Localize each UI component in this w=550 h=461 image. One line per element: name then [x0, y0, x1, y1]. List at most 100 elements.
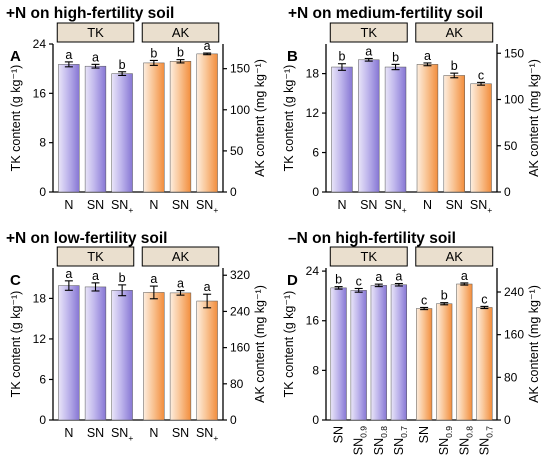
left-tick-label: 18	[33, 291, 47, 305]
bar-ak	[196, 300, 218, 421]
left-axis-label: TK content (g kg⁻¹)	[9, 65, 23, 172]
group-header-label: TK	[87, 249, 104, 264]
group-header-box	[329, 22, 408, 43]
significance-letter: a	[365, 44, 372, 58]
bar-ak	[416, 64, 439, 193]
significance-letter: c	[481, 292, 487, 306]
significance-letter: b	[119, 58, 126, 72]
category-label-main: SN	[87, 426, 104, 440]
left-tick-label: 24	[33, 37, 47, 51]
right-axis-label: AK content (mg kg⁻¹)	[527, 59, 541, 177]
category-label-main: SN	[384, 198, 401, 212]
category-label: SN+	[111, 198, 133, 215]
category-label-main: N	[337, 198, 346, 212]
category-label-main: N	[423, 198, 432, 212]
bar-ak	[436, 303, 453, 421]
significance-letter: a	[65, 267, 72, 281]
panel-letter: C	[10, 272, 21, 289]
left-tick-label: 0	[312, 185, 319, 199]
panel-letter: D	[287, 272, 298, 289]
significance-letter: b	[119, 271, 126, 285]
category-label: SN+	[470, 198, 492, 215]
bar-tk	[358, 59, 380, 193]
category-label: SN	[87, 198, 104, 212]
category-label-sub: 0.7	[484, 426, 494, 438]
significance-letter: b	[335, 273, 342, 287]
right-tick-label: 50	[230, 144, 244, 158]
bar-ak	[476, 307, 493, 421]
category-label: N	[149, 198, 158, 212]
category-label: N	[337, 198, 346, 212]
category-label-sub: 0.8	[464, 426, 474, 438]
significance-letter: a	[395, 270, 402, 284]
category-label: SN0.7	[392, 426, 409, 455]
significance-letter: a	[204, 280, 211, 294]
significance-letter: b	[338, 50, 345, 64]
right-tick-label: 320	[230, 268, 250, 282]
right-tick-label: 80	[504, 370, 518, 384]
right-axis-label: AK content (mg kg⁻¹)	[253, 59, 267, 177]
category-label-main: SN	[352, 438, 366, 455]
category-label-main: SN	[457, 438, 471, 455]
left-tick-label: 0	[39, 185, 46, 199]
bar-ak	[443, 75, 465, 193]
category-label: SN	[446, 198, 463, 212]
right-tick-label: 240	[230, 304, 250, 318]
left-tick-label: 24	[306, 264, 320, 278]
category-label-sub: +	[128, 433, 133, 443]
category-label-main: SN	[446, 198, 463, 212]
category-label-main: N	[149, 426, 158, 440]
bar-ak	[456, 283, 473, 421]
left-tick-label: 12	[306, 106, 320, 120]
panel-title: –N on high-fertility soil	[288, 230, 456, 247]
group-header-box	[415, 22, 494, 43]
left-tick-label: 8	[312, 363, 319, 377]
category-label: N	[64, 426, 73, 440]
group-header-box	[329, 246, 408, 267]
panel-letter: B	[287, 48, 298, 65]
category-label: SN0.9	[437, 426, 454, 455]
category-label: SN	[417, 426, 431, 443]
group-header-label: TK	[87, 25, 104, 40]
panel-title: +N on low-fertility soil	[6, 230, 167, 247]
significance-letter: a	[92, 50, 99, 64]
panel-title: +N on high-fertility soil	[6, 5, 174, 22]
panel-title: +N on medium-fertility soil	[288, 5, 483, 22]
group-header-label: TK	[360, 249, 377, 264]
right-tick-label: 50	[504, 139, 518, 153]
group-header-label: AK	[172, 25, 190, 40]
significance-letter: a	[461, 269, 468, 283]
category-label-main: SN	[196, 426, 213, 440]
category-label-main: SN	[470, 198, 487, 212]
category-label-sub: +	[213, 433, 218, 443]
bar-tk	[390, 284, 407, 421]
significance-letter: a	[204, 39, 211, 53]
category-label: SN+	[196, 198, 218, 215]
bar-ak	[169, 61, 192, 193]
category-label-main: SN	[87, 198, 104, 212]
left-tick-label: 0	[312, 413, 319, 427]
significance-letter: b	[392, 50, 399, 64]
bar-ak	[196, 53, 218, 193]
significance-letter: a	[375, 270, 382, 284]
group-header-label: AK	[172, 249, 190, 264]
category-label: SN0.7	[477, 426, 494, 455]
significance-letter: a	[150, 272, 157, 286]
significance-letter: b	[177, 46, 184, 60]
category-label-main: SN	[392, 438, 406, 455]
left-axis-label: TK content (g kg⁻¹)	[282, 291, 296, 398]
bar-tk	[111, 73, 133, 193]
left-axis-label: TK content (g kg⁻¹)	[282, 65, 296, 172]
category-label-main: SN	[172, 198, 189, 212]
category-label: SN+	[196, 426, 218, 443]
category-label-main: SN	[196, 198, 213, 212]
right-tick-label: 100	[504, 93, 524, 107]
right-tick-label: 0	[504, 413, 511, 427]
left-tick-label: 12	[33, 332, 47, 346]
left-tick-label: 6	[312, 146, 319, 160]
category-label-sub: 0.9	[359, 426, 369, 438]
category-label: SN	[332, 426, 346, 443]
panel-c: +N on low-fertility soil C TK AK 0 6 12 18 0 80 16…	[6, 230, 267, 443]
significance-letter: a	[65, 48, 72, 62]
category-label-main: SN	[437, 438, 451, 455]
